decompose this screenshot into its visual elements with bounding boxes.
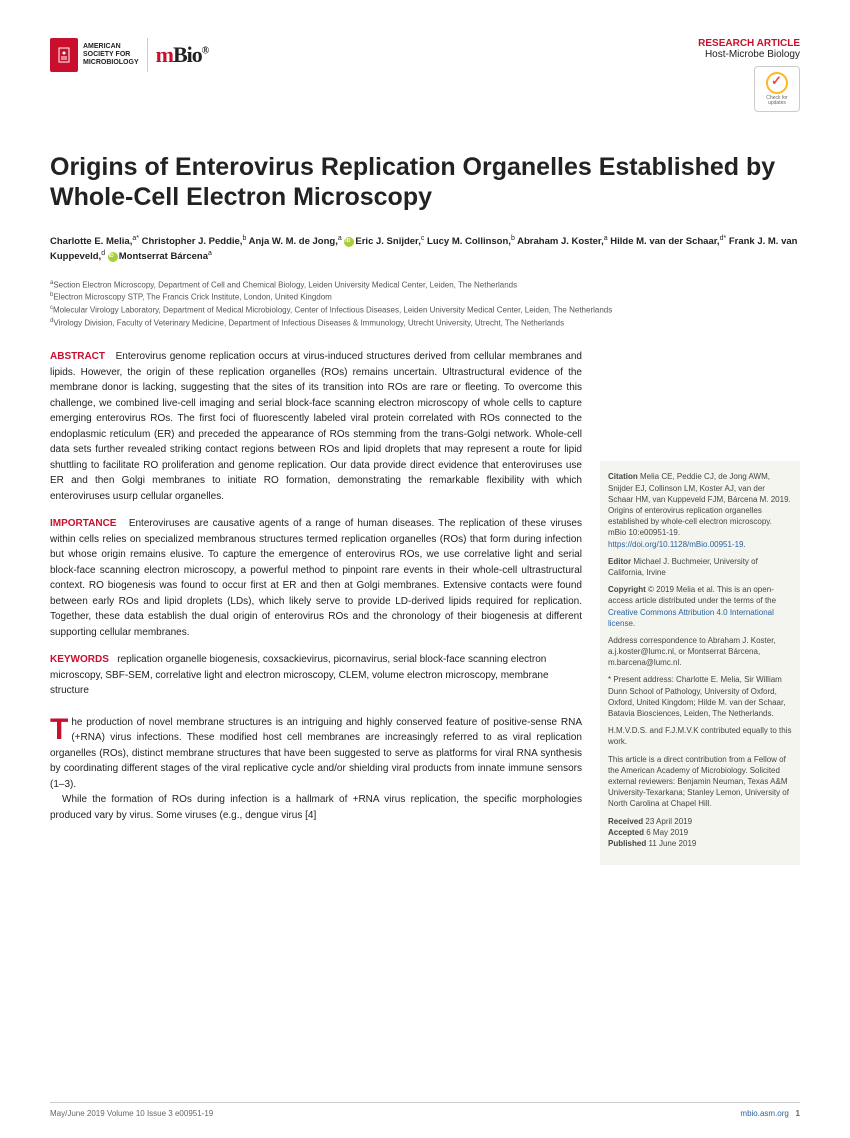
article-subtype: Host-Microbe Biology [698, 49, 800, 60]
logo-divider [147, 38, 148, 72]
abstract: ABSTRACT Enterovirus genome replication … [50, 349, 582, 504]
footer: May/June 2019 Volume 10 Issue 3 e00951-1… [50, 1102, 800, 1118]
header-right: RESEARCH ARTICLE Host-Microbe Biology Ch… [698, 38, 800, 112]
body-text: The production of novel membrane structu… [50, 715, 582, 824]
article-title: Origins of Enterovirus Replication Organ… [50, 152, 800, 212]
asm-badge-icon [50, 38, 78, 72]
affiliations: aSection Electron Microscopy, Department… [50, 279, 800, 330]
mbio-logo: mBio® [156, 42, 209, 68]
cc-link[interactable]: Creative Commons Attribution 4.0 Interna… [608, 608, 774, 628]
sidebar: Citation Melia CE, Peddie CJ, de Jong AW… [600, 349, 800, 865]
authors: Charlotte E. Melia,a* Christopher J. Ped… [50, 234, 800, 265]
keywords-label: KEYWORDS [50, 654, 109, 665]
importance-label: IMPORTANCE [50, 518, 116, 529]
keywords: KEYWORDS replication organelle biogenesi… [50, 652, 582, 699]
sidebar-box: Citation Melia CE, Peddie CJ, de Jong AW… [600, 461, 800, 865]
asm-logo: AMERICAN SOCIETY FOR MICROBIOLOGY [50, 38, 139, 72]
logo-group: AMERICAN SOCIETY FOR MICROBIOLOGY mBio® [50, 38, 208, 72]
footer-link[interactable]: mbio.asm.org [740, 1109, 788, 1118]
abstract-label: ABSTRACT [50, 351, 105, 362]
article-type: RESEARCH ARTICLE [698, 38, 800, 49]
crossmark-icon [766, 72, 788, 94]
footer-left: May/June 2019 Volume 10 Issue 3 e00951-1… [50, 1109, 213, 1118]
importance: IMPORTANCE Enteroviruses are causative a… [50, 516, 582, 640]
header: AMERICAN SOCIETY FOR MICROBIOLOGY mBio® … [50, 38, 800, 112]
doi-link[interactable]: https://doi.org/10.1128/mBio.00951-19 [608, 540, 744, 549]
left-column: ABSTRACT Enterovirus genome replication … [50, 349, 582, 865]
main-content: ABSTRACT Enterovirus genome replication … [50, 349, 800, 865]
crossmark-badge[interactable]: Check for updates [754, 66, 800, 112]
asm-text: AMERICAN SOCIETY FOR MICROBIOLOGY [83, 43, 139, 66]
footer-right: mbio.asm.org 1 [740, 1109, 800, 1118]
dropcap: T [50, 715, 71, 743]
crossmark-text: Check for updates [758, 96, 796, 106]
